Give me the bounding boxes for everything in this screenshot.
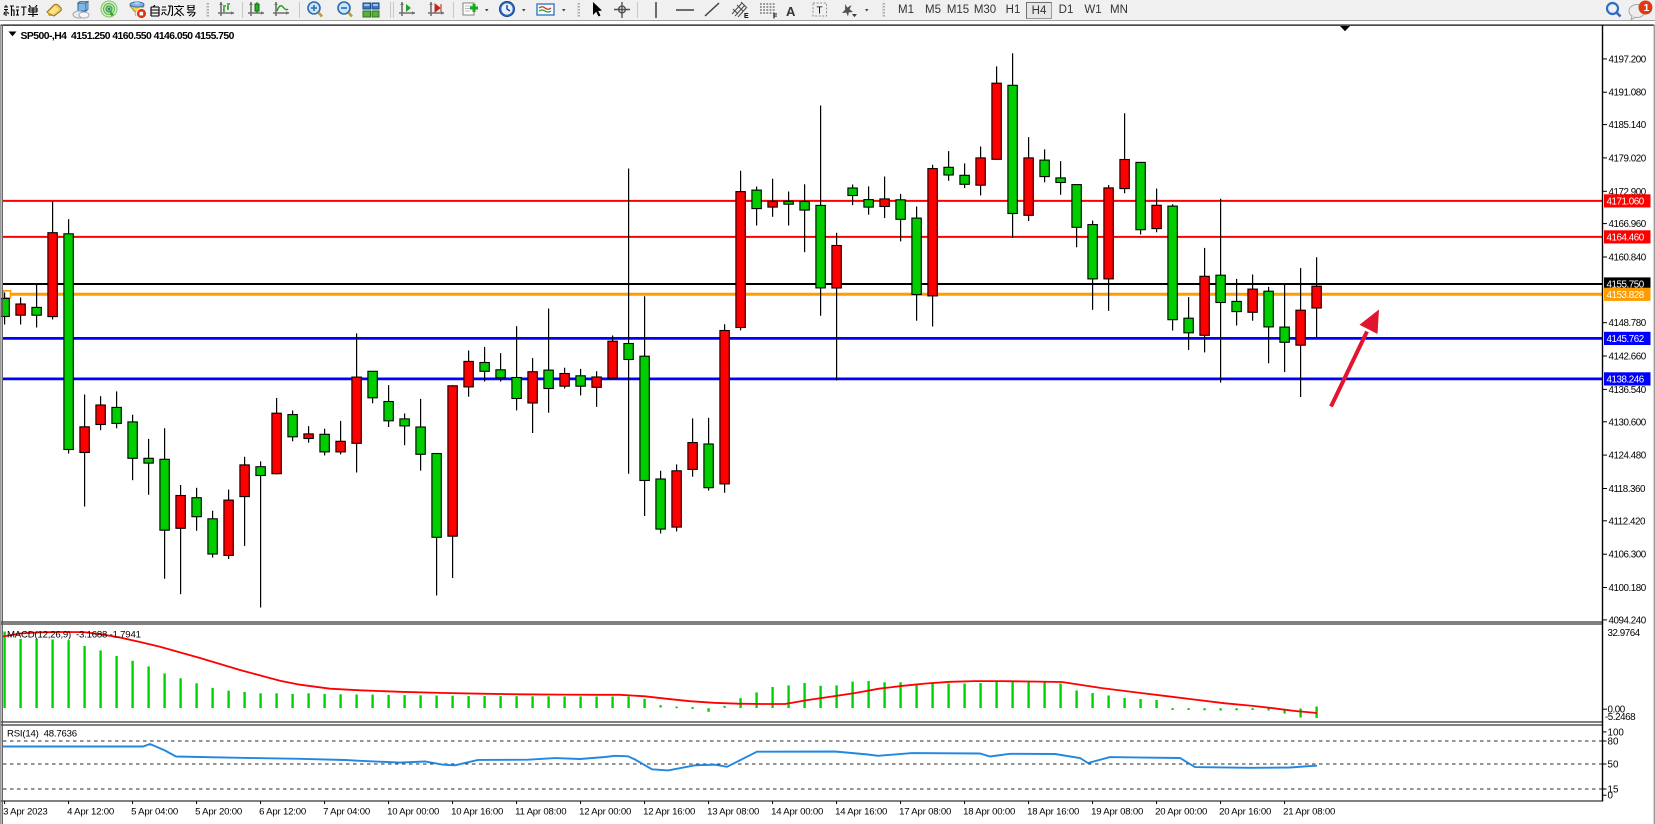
svg-text:4100.180: 4100.180 bbox=[1609, 583, 1647, 594]
svg-text:4172.900: 4172.900 bbox=[1609, 186, 1647, 197]
svg-text:13 Apr 08:00: 13 Apr 08:00 bbox=[707, 806, 759, 817]
svg-text:4 Apr 12:00: 4 Apr 12:00 bbox=[67, 806, 114, 817]
svg-text:32.9764: 32.9764 bbox=[1608, 628, 1641, 639]
svg-text:4124.480: 4124.480 bbox=[1609, 450, 1647, 461]
svg-text:4148.780: 4148.780 bbox=[1609, 318, 1647, 329]
svg-text:SP500-,H4 4151.250 4160.550 4: SP500-,H4 4151.250 4160.550 4146.050 415… bbox=[21, 30, 235, 41]
svg-text:T: T bbox=[817, 6, 823, 17]
svg-text:5 Apr 04:00: 5 Apr 04:00 bbox=[131, 806, 178, 817]
svg-text:14 Apr 16:00: 14 Apr 16:00 bbox=[835, 806, 887, 817]
svg-text:4185.140: 4185.140 bbox=[1609, 120, 1647, 131]
svg-text:4197.200: 4197.200 bbox=[1609, 54, 1647, 65]
svg-text:4179.020: 4179.020 bbox=[1609, 153, 1647, 164]
svg-text:100: 100 bbox=[1608, 727, 1625, 738]
svg-text:4155.750: 4155.750 bbox=[1607, 279, 1645, 290]
svg-text:17 Apr 08:00: 17 Apr 08:00 bbox=[899, 806, 951, 817]
svg-text:0: 0 bbox=[1608, 790, 1614, 801]
svg-text:20 Apr 16:00: 20 Apr 16:00 bbox=[1219, 806, 1271, 817]
svg-text:10 Apr 16:00: 10 Apr 16:00 bbox=[451, 806, 503, 817]
svg-text:4136.540: 4136.540 bbox=[1609, 384, 1647, 395]
svg-text:4153.828: 4153.828 bbox=[1607, 290, 1645, 301]
svg-text:4145.762: 4145.762 bbox=[1607, 334, 1644, 345]
svg-text:11 Apr 08:00: 11 Apr 08:00 bbox=[515, 806, 566, 817]
svg-text:RSI(14) 48.7636: RSI(14) 48.7636 bbox=[7, 728, 77, 739]
svg-text:4106.300: 4106.300 bbox=[1609, 549, 1647, 560]
svg-text:6 Apr 12:00: 6 Apr 12:00 bbox=[259, 806, 306, 817]
svg-text:F: F bbox=[773, 14, 778, 21]
svg-text:-5.2468: -5.2468 bbox=[1605, 712, 1636, 723]
svg-text:MACD(12,26,9) -3.1688 -1.7941: MACD(12,26,9) -3.1688 -1.7941 bbox=[7, 629, 141, 640]
svg-text:4094.240: 4094.240 bbox=[1609, 615, 1647, 626]
svg-text:E: E bbox=[744, 13, 749, 20]
svg-text:4118.360: 4118.360 bbox=[1609, 484, 1647, 495]
svg-text:5 Apr 20:00: 5 Apr 20:00 bbox=[195, 806, 242, 817]
svg-text:4142.660: 4142.660 bbox=[1609, 351, 1647, 362]
svg-text:14 Apr 00:00: 14 Apr 00:00 bbox=[771, 806, 823, 817]
svg-text:18 Apr 16:00: 18 Apr 16:00 bbox=[1027, 806, 1079, 817]
svg-text:1: 1 bbox=[1644, 2, 1650, 14]
svg-text:80: 80 bbox=[1608, 736, 1619, 747]
svg-text:4112.420: 4112.420 bbox=[1609, 516, 1647, 527]
svg-text:4171.060: 4171.060 bbox=[1607, 196, 1645, 207]
svg-text:15: 15 bbox=[1608, 784, 1619, 795]
svg-text:4191.080: 4191.080 bbox=[1609, 87, 1647, 98]
svg-text:7 Apr 04:00: 7 Apr 04:00 bbox=[323, 806, 370, 817]
svg-text:4164.460: 4164.460 bbox=[1607, 232, 1645, 243]
svg-text:4160.840: 4160.840 bbox=[1609, 252, 1647, 263]
svg-text:12 Apr 16:00: 12 Apr 16:00 bbox=[643, 806, 695, 817]
svg-text:21 Apr 08:00: 21 Apr 08:00 bbox=[1283, 806, 1335, 817]
svg-text:19 Apr 08:00: 19 Apr 08:00 bbox=[1091, 806, 1143, 817]
svg-text:3 Apr 2023: 3 Apr 2023 bbox=[3, 806, 47, 817]
svg-text:4138.246: 4138.246 bbox=[1607, 374, 1645, 385]
svg-text:18 Apr 00:00: 18 Apr 00:00 bbox=[963, 806, 1015, 817]
svg-text:10 Apr 00:00: 10 Apr 00:00 bbox=[387, 806, 439, 817]
svg-text:4166.960: 4166.960 bbox=[1609, 219, 1647, 230]
svg-text:12 Apr 00:00: 12 Apr 00:00 bbox=[579, 806, 631, 817]
svg-text:0.00: 0.00 bbox=[1608, 704, 1626, 715]
svg-text:50: 50 bbox=[1608, 759, 1619, 770]
svg-text:20 Apr 00:00: 20 Apr 00:00 bbox=[1155, 806, 1207, 817]
svg-text:4130.600: 4130.600 bbox=[1609, 417, 1647, 428]
